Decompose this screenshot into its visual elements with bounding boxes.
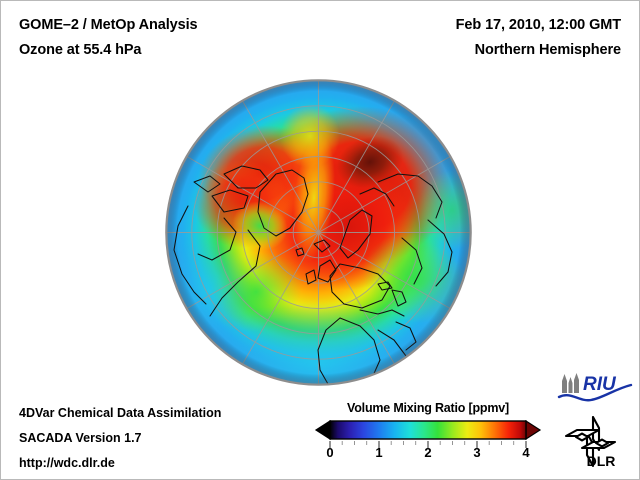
hemisphere-label: Northern Hemisphere	[474, 42, 621, 58]
colorbar-tick-3: 3	[473, 445, 481, 460]
dlr-logo: DLR	[563, 416, 633, 468]
timestamp-label: Feb 17, 2010, 12:00 GMT	[455, 17, 621, 33]
colorbar-tick-2: 2	[424, 445, 432, 460]
colorbar-max-arrow	[525, 420, 542, 440]
riu-tower-icon	[562, 373, 579, 393]
colorbar-tick-marks	[329, 441, 527, 448]
globe-map	[164, 78, 473, 387]
riu-wave-icon	[557, 383, 633, 402]
colorbar-title: Volume Mixing Ratio [ppmv]	[347, 401, 509, 415]
header-right: Feb 17, 2010, 12:00 GMT Northern Hemisph…	[456, 13, 621, 63]
colorbar-min-arrow	[314, 420, 331, 440]
riu-logo: RIU	[557, 371, 633, 405]
footer-line-url[interactable]: http://wdc.dlr.de	[19, 456, 115, 470]
colorbar-gradient-body	[329, 420, 527, 440]
colorbar-bar	[314, 420, 542, 440]
page-subtitle: Ozone at 55.4 hPa	[19, 42, 142, 58]
dlr-wordmark: DLR	[587, 453, 616, 468]
colorbar-axis: 0 1 2 3 4	[314, 441, 542, 463]
globe-rim	[165, 79, 472, 386]
footer-line-method: 4DVar Chemical Data Assimilation	[19, 406, 222, 420]
footer-line-version: SACADA Version 1.7	[19, 431, 142, 445]
page-title: GOME–2 / MetOp Analysis	[19, 17, 198, 33]
riu-wordmark: RIU	[583, 374, 617, 395]
header-left: GOME–2 / MetOp Analysis Ozone at 55.4 hP…	[19, 13, 198, 63]
colorbar-tick-4: 4	[522, 445, 530, 460]
colorbar-tick-1: 1	[375, 445, 383, 460]
colorbar: Volume Mixing Ratio [ppmv]	[314, 401, 542, 463]
colorbar-tick-0: 0	[326, 445, 334, 460]
dlr-pinwheel-icon	[564, 416, 617, 468]
footer-credits: 4DVar Chemical Data Assimilation SACADA …	[19, 401, 221, 476]
